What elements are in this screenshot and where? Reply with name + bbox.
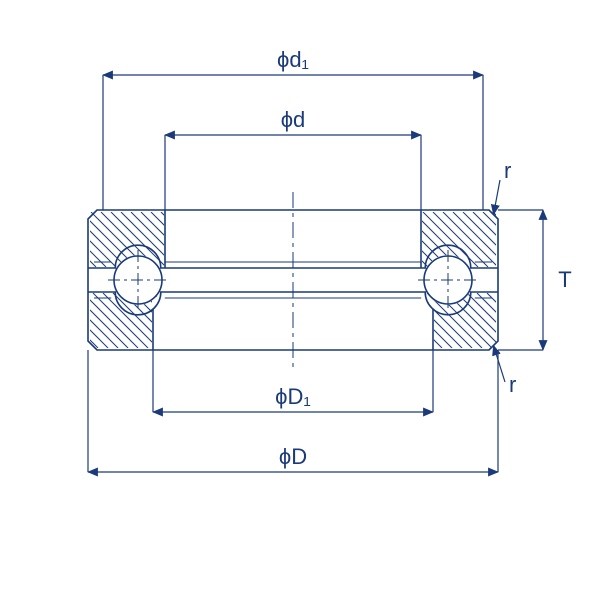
diagram.dimensions.T.label: T xyxy=(558,267,571,292)
diagram.dimensions.phi_D1.label: ϕD₁ xyxy=(275,384,311,409)
diagram.dimensions.phi_d1.label: ϕd₁ xyxy=(277,47,309,72)
diagram.dimensions.phi_D.label: ϕD xyxy=(279,444,307,469)
diagram.dimensions.r_top.label: r xyxy=(504,158,511,183)
dimension-labels: ϕd₁ ϕd ϕD₁ ϕD Tr r xyxy=(275,47,572,469)
bearing-diagram: ϕd₁ ϕd ϕD₁ ϕD Tr r xyxy=(0,0,600,600)
diagram.dimensions.r_bottom.label: r xyxy=(509,372,516,397)
diagram.dimensions.phi_d.label: ϕd xyxy=(281,107,306,132)
